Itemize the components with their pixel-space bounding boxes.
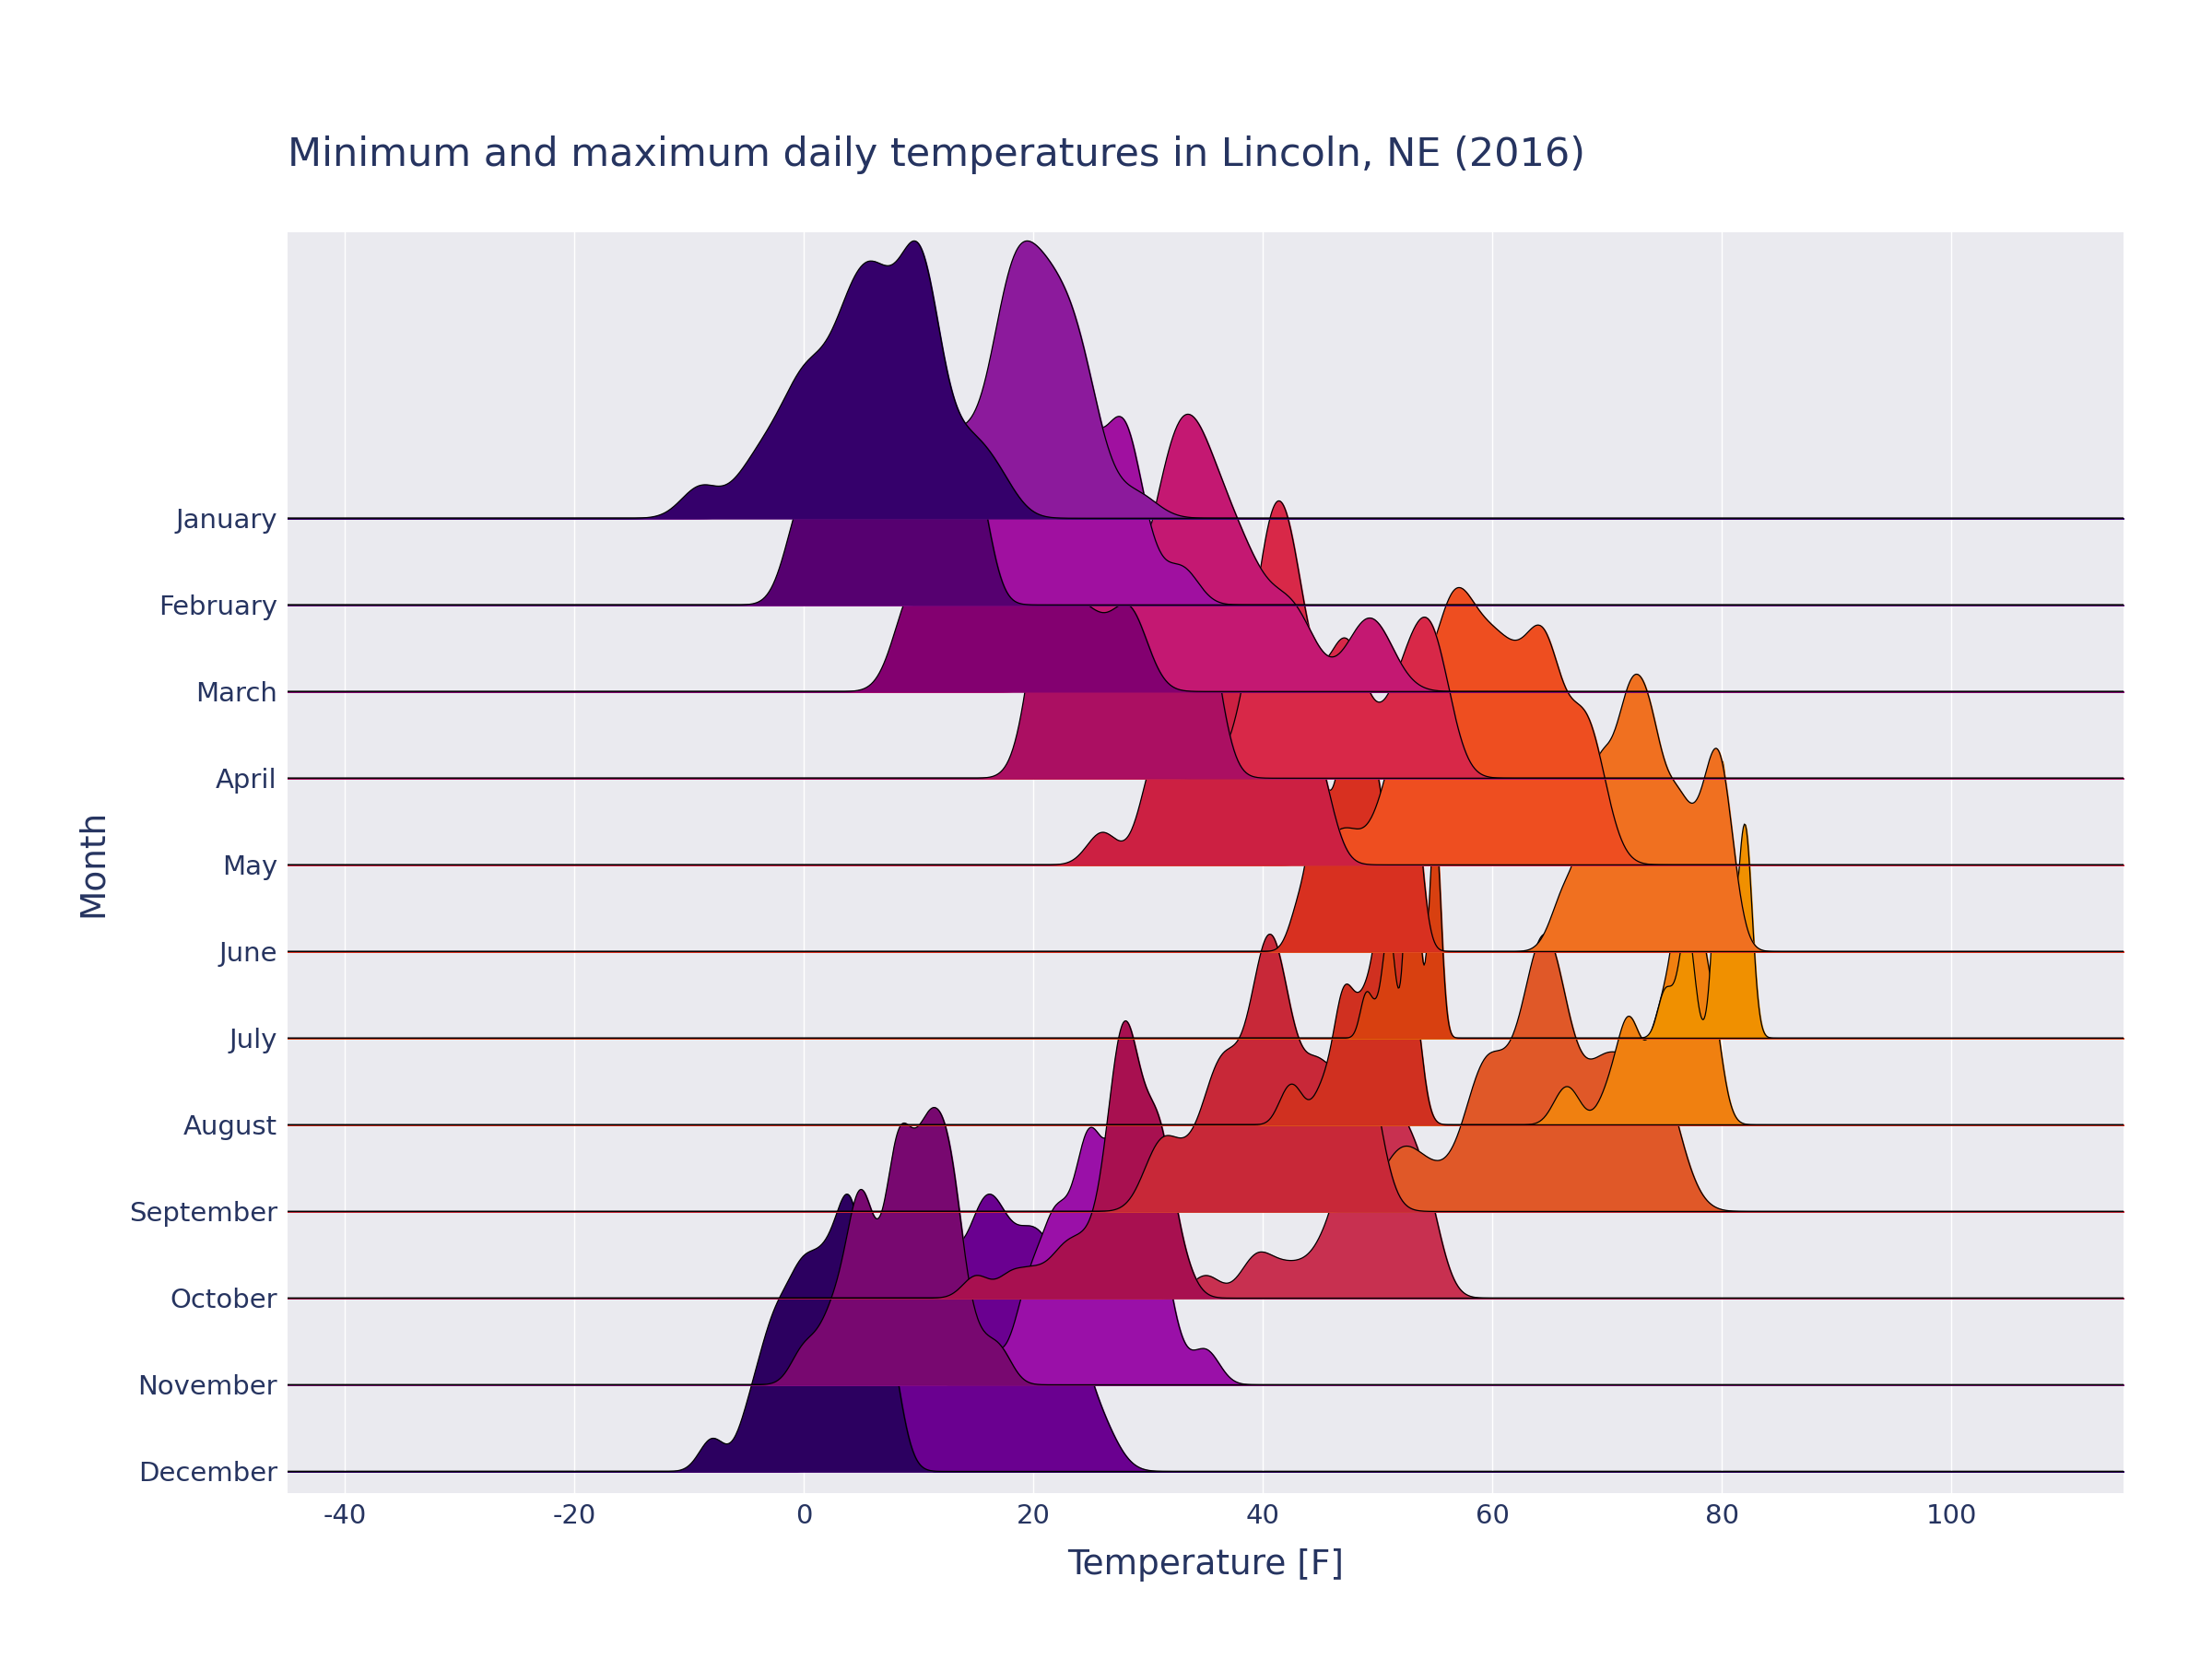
X-axis label: Temperature [F]: Temperature [F]	[1068, 1548, 1345, 1581]
Y-axis label: Month: Month	[77, 808, 111, 917]
Text: Minimum and maximum daily temperatures in Lincoln, NE (2016): Minimum and maximum daily temperatures i…	[288, 136, 1586, 174]
